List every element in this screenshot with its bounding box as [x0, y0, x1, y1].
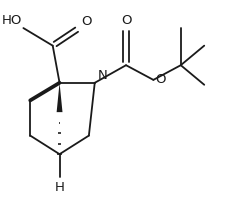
- Text: O: O: [120, 14, 131, 27]
- Text: H: H: [54, 181, 64, 194]
- Text: O: O: [155, 73, 166, 86]
- Text: HO: HO: [1, 14, 22, 27]
- Polygon shape: [56, 83, 62, 112]
- Text: N: N: [97, 69, 107, 82]
- Text: O: O: [81, 15, 92, 28]
